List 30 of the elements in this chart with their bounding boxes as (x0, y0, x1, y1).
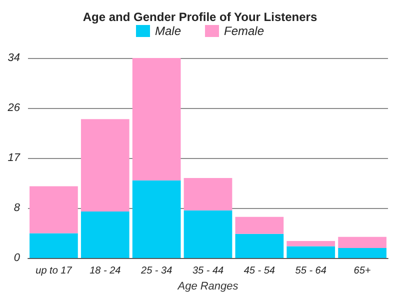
bar (235, 216, 284, 234)
bar (80, 212, 130, 258)
bar (184, 210, 232, 258)
legend-label: Female (224, 24, 264, 38)
bar (30, 233, 78, 258)
x-tick-label: up to 17 (36, 266, 72, 276)
bar (30, 186, 78, 234)
bar (184, 178, 232, 210)
bar (338, 248, 386, 258)
bar (80, 119, 130, 212)
x-axis-title: Age Ranges (176, 280, 239, 292)
x-tick-label: 65+ (354, 266, 371, 276)
x-tick-label: 18 - 24 (90, 266, 122, 276)
bar (286, 246, 336, 258)
y-tick-label: 8 (14, 202, 21, 214)
legend-label: Male (154, 24, 182, 38)
bar (235, 234, 284, 258)
chart-title: Age and Gender Profile of Your Listeners (82, 10, 318, 24)
y-tick-label: 17 (8, 152, 21, 164)
bar (286, 240, 336, 246)
y-tick-label: 0 (14, 252, 21, 264)
bar (338, 236, 386, 248)
bar (132, 58, 181, 180)
bar (132, 180, 181, 258)
x-tick-label: 45 - 54 (244, 266, 276, 276)
x-tick-label: 55 - 64 (295, 266, 327, 276)
y-tick-label: 34 (8, 52, 20, 64)
x-tick-label: 35 - 44 (192, 266, 224, 276)
x-tick-label: 25 - 34 (140, 266, 173, 276)
y-tick-label: 26 (6, 102, 21, 114)
